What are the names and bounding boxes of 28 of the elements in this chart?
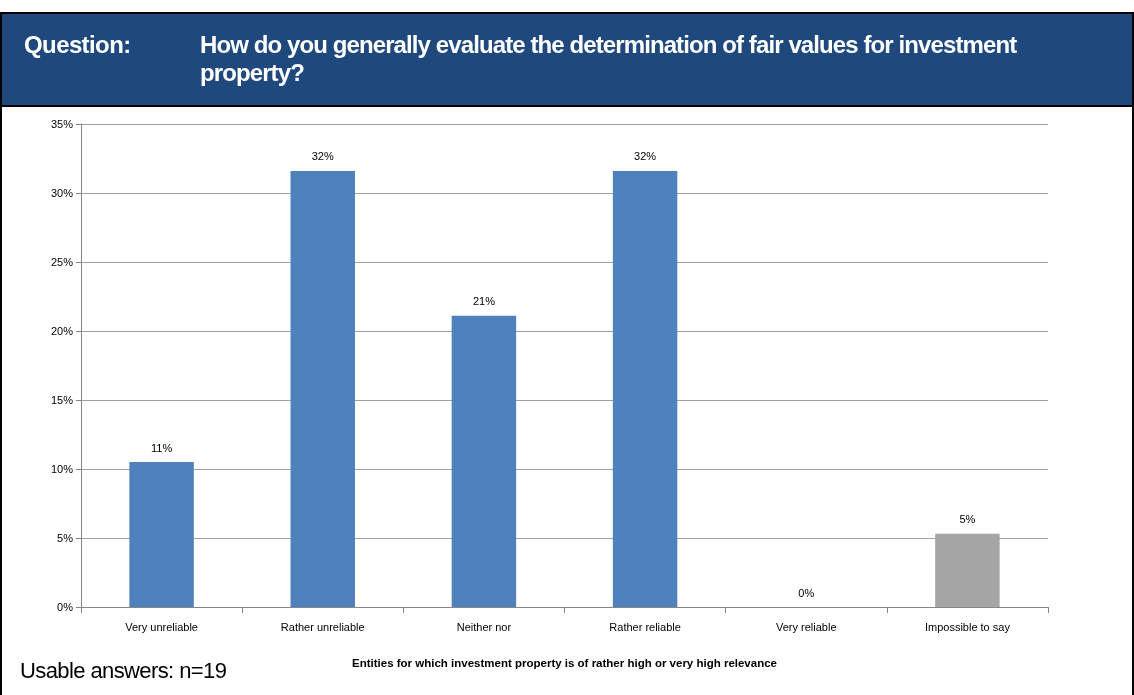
x-tick-label: Neither nor	[456, 620, 512, 633]
data-label: 11%	[150, 441, 173, 454]
y-tick-label: 25%	[50, 256, 74, 268]
bar	[451, 315, 517, 607]
text: Usable answers: n=19	[20, 658, 227, 684]
x-tick-label: Very reliable	[775, 620, 837, 633]
x-tick-label: Rather reliable	[609, 620, 681, 633]
chart-subtitle: How do you generally evaluate the determination of fair values for investment property?	[200, 31, 1018, 87]
y-tick-label: 15%	[50, 394, 74, 406]
data-label: 32%	[311, 150, 334, 163]
data-label: 21%	[472, 295, 496, 308]
data-label: 5%	[959, 513, 976, 526]
y-tick-label: 35%	[50, 118, 74, 130]
y-tick-label: 5%	[57, 532, 74, 544]
x-tick-label: Very unreliable	[125, 620, 198, 633]
chart-title: Question:	[24, 31, 131, 59]
bar	[129, 462, 194, 607]
bar	[612, 170, 678, 607]
y-tick-label: 30%	[50, 187, 74, 199]
x-tick-label: Impossible to say	[924, 620, 1011, 633]
data-label: 0%	[798, 586, 815, 599]
y-tick-label: 20%	[50, 325, 74, 337]
y-tick-label: 10%	[50, 463, 74, 475]
bar	[290, 170, 355, 607]
y-tick-label: 0%	[57, 601, 74, 613]
data-label: 32%	[634, 150, 657, 163]
x-tick-label: Rather unreliable	[280, 620, 365, 633]
x-axis-title: Entities for which investment property is of rather high or very high relevance	[352, 657, 777, 669]
